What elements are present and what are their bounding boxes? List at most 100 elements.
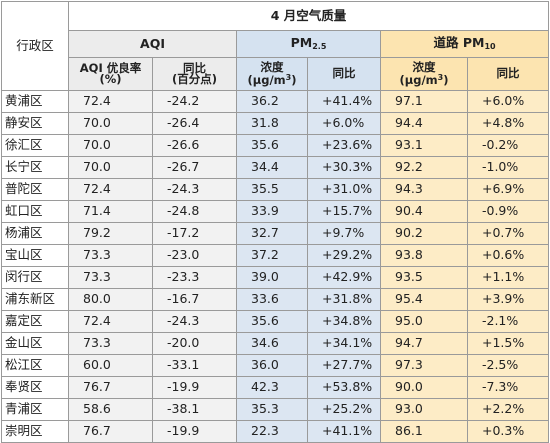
road-pm10-concentration-cell: 95.4 — [380, 288, 468, 311]
pm25-concentration-cell: 33.9 — [236, 200, 308, 223]
table-row: 青浦区 58.6 -38.1 35.3 +25.2% 93.0 +2.2% — [1, 398, 550, 421]
pm25-change-cell: +23.6% — [307, 134, 381, 157]
aqi-rate-cell: 72.4 — [68, 310, 153, 333]
pm25-concentration-cell: 34.4 — [236, 156, 308, 179]
district-name: 金山区 — [1, 332, 69, 355]
aqi-rate-cell: 72.4 — [68, 90, 153, 113]
group-header-road-pm10: 道路 PM10 — [379, 30, 550, 58]
table-row: 闵行区 73.3 -23.3 39.0 +42.9% 93.5 +1.1% — [1, 266, 550, 289]
table-row: 虹口区 71.4 -24.8 33.9 +15.7% 90.4 -0.9% — [1, 200, 550, 223]
aqi-rate-cell: 80.0 — [68, 288, 153, 311]
district-name: 崇明区 — [1, 420, 69, 443]
subheader-pm25-concentration: 浓度 (μg/m3) — [236, 57, 308, 91]
road-pm10-concentration-cell: 86.1 — [380, 420, 468, 443]
road-pm10-concentration-cell: 94.4 — [380, 112, 468, 135]
pm25-concentration-cell: 33.6 — [236, 288, 308, 311]
pm25-change-cell: +15.7% — [307, 200, 381, 223]
table-title: 4 月空气质量 — [67, 1, 550, 31]
table-row: 普陀区 72.4 -24.3 35.5 +31.0% 94.3 +6.9% — [1, 178, 550, 201]
aqi-change-cell: -26.7 — [152, 156, 237, 179]
pm25-change-cell: +31.0% — [307, 178, 381, 201]
road-pm10-concentration-cell: 90.4 — [380, 200, 468, 223]
pm25-concentration-cell: 39.0 — [236, 266, 308, 289]
aqi-rate-cell: 73.3 — [68, 266, 153, 289]
aqi-change-cell: -24.2 — [152, 90, 237, 113]
road-pm10-change-cell: -2.5% — [466, 354, 550, 377]
table-row: 金山区 73.3 -20.0 34.6 +34.1% 94.7 +1.5% — [1, 332, 550, 355]
pm25-concentration-cell: 22.3 — [236, 420, 308, 443]
road-pm10-change-cell: +4.8% — [466, 112, 550, 135]
road-pm10-concentration-cell: 90.2 — [380, 222, 468, 245]
pm25-change-cell: +41.4% — [307, 90, 381, 113]
district-name: 奉贤区 — [1, 376, 69, 399]
district-name: 长宁区 — [1, 156, 69, 179]
aqi-rate-cell: 72.4 — [68, 178, 153, 201]
road-pm10-concentration-cell: 97.3 — [380, 354, 468, 377]
road-pm10-concentration-cell: 93.1 — [380, 134, 468, 157]
road-pm10-concentration-cell: 93.5 — [380, 266, 468, 289]
district-name: 浦东新区 — [1, 288, 69, 311]
table-row: 杨浦区 79.2 -17.2 32.7 +9.7% 90.2 +0.7% — [1, 222, 550, 245]
aqi-rate-cell: 70.0 — [68, 134, 153, 157]
road-pm10-change-cell: +0.7% — [466, 222, 550, 245]
pm25-concentration-cell: 36.0 — [236, 354, 308, 377]
aqi-change-cell: -24.3 — [152, 178, 237, 201]
aqi-rate-cell: 76.7 — [68, 376, 153, 399]
district-name: 普陀区 — [1, 178, 69, 201]
table-row: 奉贤区 76.7 -19.9 42.3 +53.8% 90.0 -7.3% — [1, 376, 550, 399]
aqi-rate-cell: 70.0 — [68, 156, 153, 179]
district-name: 青浦区 — [1, 398, 69, 421]
district-name: 杨浦区 — [1, 222, 69, 245]
aqi-rate-cell: 73.3 — [68, 332, 153, 355]
road-pm10-concentration-cell: 93.0 — [380, 398, 468, 421]
district-header: 行政区 — [1, 1, 69, 91]
table-row: 松江区 60.0 -33.1 36.0 +27.7% 97.3 -2.5% — [1, 354, 550, 377]
table-row: 崇明区 76.7 -19.9 22.3 +41.1% 86.1 +0.3% — [1, 420, 550, 443]
aqi-change-cell: -16.7 — [152, 288, 237, 311]
pm25-change-cell: +25.2% — [307, 398, 381, 421]
pm25-change-cell: +27.7% — [307, 354, 381, 377]
pm25-concentration-cell: 35.3 — [236, 398, 308, 421]
group-header-aqi: AQI — [68, 30, 237, 58]
road-pm10-change-cell: +0.3% — [466, 420, 550, 443]
road-pm10-concentration-cell: 97.1 — [380, 90, 468, 113]
pm25-change-cell: +34.1% — [307, 332, 381, 355]
aqi-rate-cell: 71.4 — [68, 200, 153, 223]
pm25-concentration-cell: 37.2 — [236, 244, 308, 267]
road-pm10-change-cell: +3.9% — [466, 288, 550, 311]
aqi-change-cell: -23.0 — [152, 244, 237, 267]
table-row: 嘉定区 72.4 -24.3 35.6 +34.8% 95.0 -2.1% — [1, 310, 550, 333]
aqi-change-cell: -17.2 — [152, 222, 237, 245]
road-pm10-concentration-cell: 90.0 — [380, 376, 468, 399]
aqi-rate-cell: 58.6 — [68, 398, 153, 421]
table-row: 静安区 70.0 -26.4 31.8 +6.0% 94.4 +4.8% — [1, 112, 550, 135]
district-name: 徐汇区 — [1, 134, 69, 157]
pm25-concentration-cell: 36.2 — [236, 90, 308, 113]
road-pm10-change-cell: +1.5% — [466, 332, 550, 355]
pm25-change-cell: +53.8% — [307, 376, 381, 399]
road-pm10-change-cell: +0.6% — [466, 244, 550, 267]
aqi-change-cell: -26.6 — [152, 134, 237, 157]
pm25-concentration-cell: 34.6 — [236, 332, 308, 355]
pm25-change-cell: +29.2% — [307, 244, 381, 267]
pm25-concentration-cell: 35.5 — [236, 178, 308, 201]
subheader-aqi-change: 同比 (百分点) — [152, 57, 237, 91]
subheader-road-change: 同比 — [466, 57, 550, 91]
road-pm10-change-cell: -2.1% — [466, 310, 550, 333]
pm25-concentration-cell: 32.7 — [236, 222, 308, 245]
district-name: 松江区 — [1, 354, 69, 377]
road-pm10-concentration-cell: 95.0 — [380, 310, 468, 333]
district-name: 嘉定区 — [1, 310, 69, 333]
road-pm10-concentration-cell: 94.7 — [380, 332, 468, 355]
aqi-rate-cell: 70.0 — [68, 112, 153, 135]
table-row: 长宁区 70.0 -26.7 34.4 +30.3% 92.2 -1.0% — [1, 156, 550, 179]
road-pm10-concentration-cell: 94.3 — [380, 178, 468, 201]
road-pm10-change-cell: -7.3% — [466, 376, 550, 399]
subheader-aqi-rate: AQI 优良率 (%) — [68, 57, 153, 91]
aqi-change-cell: -19.9 — [152, 420, 237, 443]
road-pm10-change-cell: -0.9% — [466, 200, 550, 223]
road-pm10-change-cell: -0.2% — [466, 134, 550, 157]
road-pm10-change-cell: +6.9% — [466, 178, 550, 201]
